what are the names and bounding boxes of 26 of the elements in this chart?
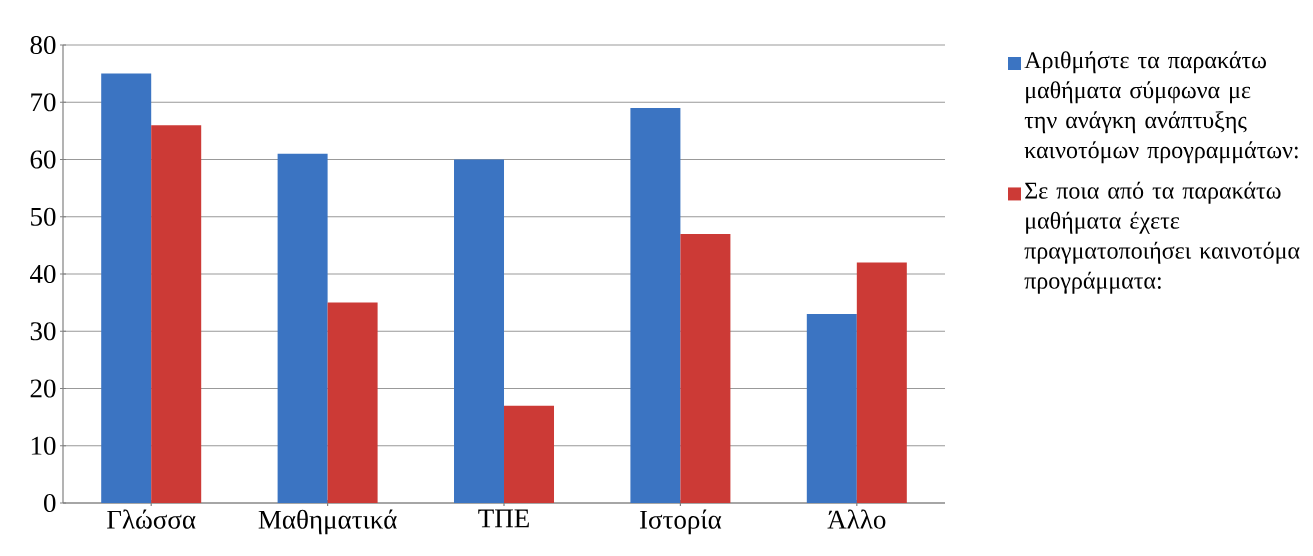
y-tick-label: 60 <box>30 150 56 169</box>
y-tick-label: 0 <box>44 493 56 513</box>
y-tick-label: 50 <box>31 207 56 226</box>
y-tick-label: 70 <box>31 93 56 112</box>
x-tick-label: Άλλο <box>827 509 886 529</box>
bar <box>454 159 505 503</box>
y-tick-label: 30 <box>30 322 56 341</box>
bar <box>680 233 731 503</box>
x-tick-label: Ιστορία <box>639 509 722 535</box>
y-tick-label: 10 <box>31 436 56 455</box>
bar <box>277 153 328 503</box>
bar <box>504 405 555 503</box>
bar <box>101 73 152 503</box>
y-tick-label: 80 <box>30 35 56 55</box>
bar <box>630 107 681 503</box>
bar <box>856 262 907 503</box>
bar <box>327 302 378 503</box>
y-tick-label: 40 <box>30 264 56 284</box>
bar <box>151 125 202 503</box>
x-tick-label: Γλώσσα <box>107 509 196 529</box>
legend-label: Αριθμήστε τα παρακάτω μαθήματα σύμφωνα με την ανάγκη ανάπτυξης καινοτόμων προγραμμάτων: <box>1024 51 1298 164</box>
x-tick-label: Μαθηματικά <box>258 509 397 535</box>
legend-label: Σε ποια από τα παρακάτω μαθήματα έχετε πραγματοποιήσει καινοτόμα προγράμματα: <box>1024 181 1300 294</box>
y-tick-label: 20 <box>30 379 56 398</box>
x-tick-label: ΤΠΕ <box>478 509 529 528</box>
bar <box>806 314 857 503</box>
